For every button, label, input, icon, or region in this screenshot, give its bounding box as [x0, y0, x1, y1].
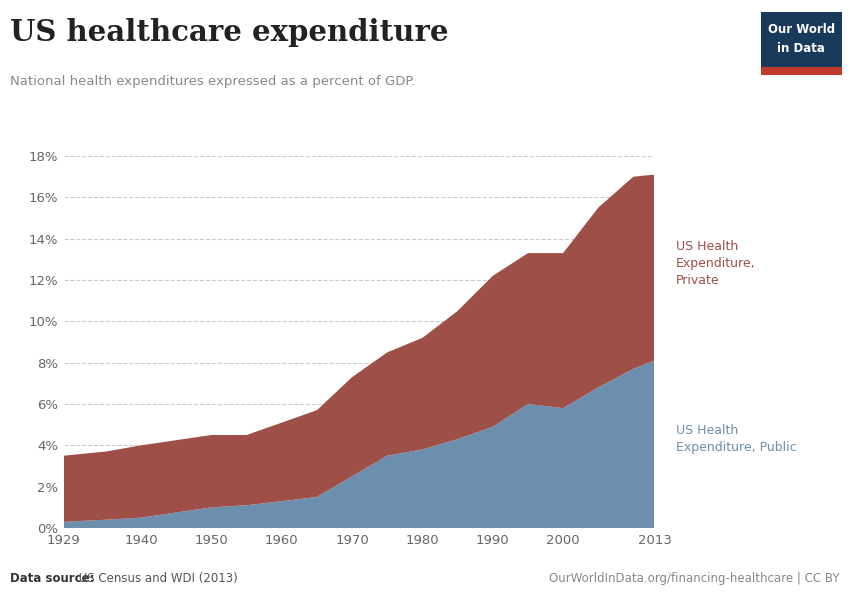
Text: US Health
Expenditure, Public: US Health Expenditure, Public — [676, 424, 796, 454]
Text: in Data: in Data — [777, 42, 825, 55]
Text: US Health
Expenditure,
Private: US Health Expenditure, Private — [676, 240, 755, 287]
Bar — [761, 67, 842, 75]
Text: US healthcare expenditure: US healthcare expenditure — [10, 18, 449, 47]
Text: US Census and WDI (2013): US Census and WDI (2013) — [75, 572, 237, 585]
Text: Data source:: Data source: — [10, 572, 94, 585]
Text: OurWorldInData.org/financing-healthcare | CC BY: OurWorldInData.org/financing-healthcare … — [549, 572, 840, 585]
Text: Our World: Our World — [768, 23, 835, 36]
Text: National health expenditures expressed as a percent of GDP.: National health expenditures expressed a… — [10, 75, 416, 88]
